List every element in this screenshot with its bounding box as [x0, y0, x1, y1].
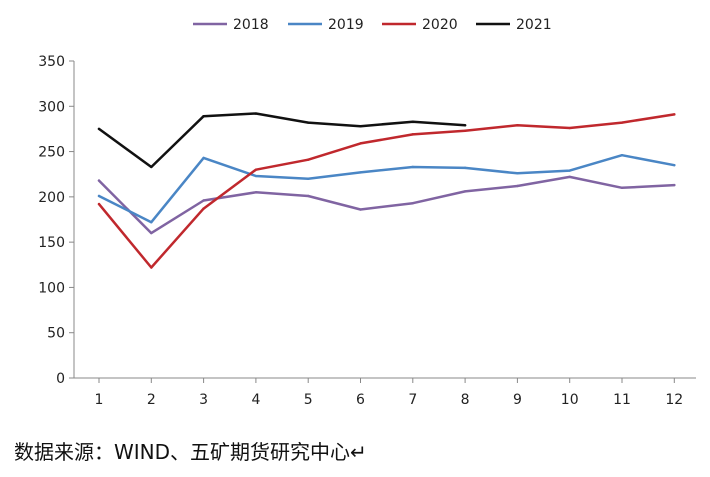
data-point-2018	[673, 183, 676, 187]
data-point-2020	[463, 129, 467, 132]
x-tick-label: 9	[513, 392, 522, 408]
data-point-2019	[516, 172, 519, 175]
x-tick-label: 12	[665, 392, 683, 408]
data-point-2021	[202, 115, 205, 118]
data-point-2019	[97, 194, 101, 198]
data-point-2020	[411, 133, 414, 136]
data-point-2020	[568, 126, 571, 130]
series-line-2018	[97, 175, 676, 235]
y-tick-label: 50	[47, 326, 65, 342]
line-chart: 2018 2019 2020 2021 0 50 100 150 200 250 300 350 1…	[38, 17, 696, 408]
data-point-2021	[463, 124, 467, 127]
data-point-2019	[411, 165, 414, 169]
x-tick-label: 2	[147, 392, 156, 408]
legend-label-2020: 2020	[422, 17, 458, 33]
data-point-2018	[254, 191, 258, 194]
x-tick-label: 8	[461, 392, 470, 408]
data-point-2021	[97, 127, 101, 131]
data-point-2018	[568, 175, 571, 179]
x-tick-label: 4	[251, 392, 260, 408]
y-tick-label: 300	[38, 99, 65, 115]
series-line-2019	[97, 153, 676, 224]
y-tick-label: 250	[38, 145, 65, 161]
y-tick-label: 350	[38, 54, 65, 70]
series-line-2020	[97, 113, 676, 269]
data-point-2020	[202, 207, 205, 210]
data-point-2020	[97, 202, 101, 206]
data-point-2019	[568, 169, 571, 172]
data-point-2018	[620, 186, 624, 189]
data-point-2018	[411, 201, 414, 205]
y-axis: 0 50 100 150 200 250 300 350	[38, 54, 75, 387]
data-point-2019	[202, 156, 205, 160]
y-tick-label: 150	[38, 235, 65, 251]
x-tick-label: 3	[199, 392, 208, 408]
data-point-2021	[411, 120, 414, 123]
y-tick-label: 100	[38, 280, 65, 296]
data-point-2018	[202, 199, 205, 202]
data-point-2019	[307, 177, 310, 180]
legend-label-2021: 2021	[516, 17, 552, 33]
x-tick-label: 1	[95, 392, 104, 408]
data-point-2019	[150, 221, 153, 224]
data-point-2020	[359, 142, 362, 145]
source-note: 数据来源：WIND、五矿期货研究中心↵	[14, 440, 367, 464]
x-tick-label: 6	[356, 392, 365, 408]
data-point-2021	[359, 125, 362, 128]
data-point-2020	[673, 113, 676, 116]
data-point-2018	[516, 184, 519, 188]
legend-label-2018: 2018	[233, 17, 269, 33]
data-point-2019	[673, 163, 676, 167]
series-line-2021	[97, 112, 467, 169]
x-tick-label: 7	[408, 392, 417, 408]
plot-area	[97, 112, 676, 269]
data-point-2021	[254, 112, 258, 115]
x-tick-label: 10	[561, 392, 579, 408]
data-point-2019	[254, 174, 258, 178]
data-point-2019	[463, 166, 467, 170]
chart-legend: 2018 2019 2020 2021	[193, 17, 552, 33]
data-point-2018	[97, 179, 101, 182]
data-point-2020	[307, 158, 310, 161]
data-point-2019	[359, 171, 362, 174]
data-point-2020	[620, 121, 624, 124]
data-point-2018	[463, 190, 467, 193]
x-tick-label: 11	[613, 392, 631, 408]
data-point-2018	[150, 231, 153, 235]
x-tick-label: 5	[304, 392, 313, 408]
x-axis: 1 2 3 4 5 6 7 8 9 10 11 12	[74, 377, 696, 408]
data-point-2018	[359, 208, 362, 211]
data-point-2021	[150, 165, 153, 169]
y-tick-label: 200	[38, 190, 65, 206]
data-point-2020	[254, 168, 258, 171]
legend-label-2019: 2019	[328, 17, 364, 33]
data-point-2020	[516, 124, 519, 127]
y-tick-label: 0	[56, 371, 65, 387]
data-point-2020	[150, 266, 153, 269]
data-point-2019	[620, 153, 624, 157]
data-point-2021	[307, 121, 310, 124]
data-point-2018	[307, 194, 310, 198]
